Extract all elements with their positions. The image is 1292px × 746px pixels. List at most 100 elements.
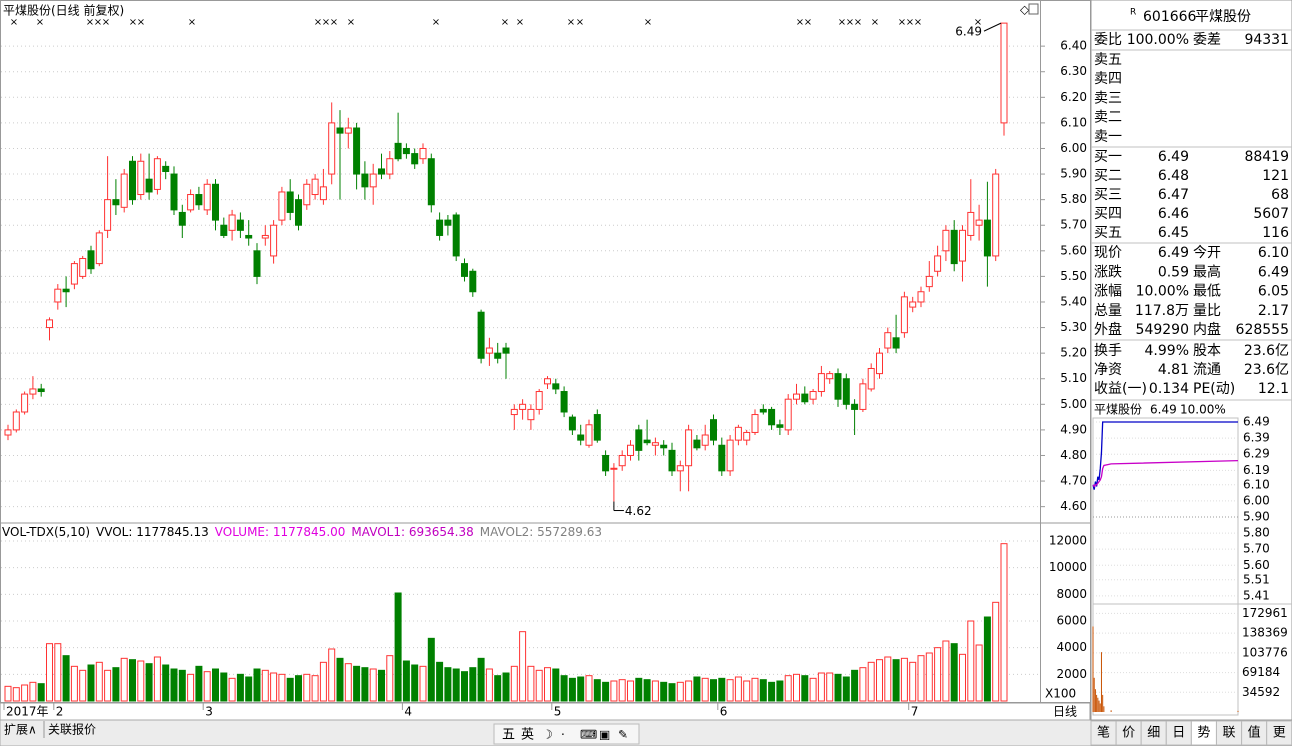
candle-body	[70, 263, 78, 285]
volume-bar	[12, 687, 20, 702]
candle-body	[245, 234, 253, 239]
y-tick-label: 5.90	[1243, 509, 1270, 523]
side-tab-label[interactable]: 更	[1273, 726, 1286, 741]
volume-bar	[129, 659, 136, 702]
candle-body	[1000, 22, 1008, 124]
side-tab-label[interactable]: 势	[1197, 725, 1210, 741]
volume-bar	[402, 660, 410, 702]
v-tick-label: 69184	[1242, 665, 1280, 679]
volume-bar	[485, 668, 493, 702]
side-tab[interactable]	[1115, 720, 1142, 746]
buy-volume: 88419	[1244, 149, 1289, 165]
candle-body	[95, 232, 103, 265]
candle-body	[917, 291, 925, 303]
side-tab-label[interactable]: 价	[1122, 726, 1135, 741]
volume-bar	[477, 657, 485, 702]
candle-body	[37, 388, 45, 393]
buy-price: 6.49	[1158, 149, 1189, 165]
y-tick-label: 5.90	[1060, 167, 1087, 181]
mini-change: 10.00%	[1180, 403, 1226, 417]
candle-body	[544, 378, 551, 385]
side-tab[interactable]	[1190, 720, 1217, 746]
signal-marker: ×	[516, 17, 524, 28]
toolbar-icon[interactable]: ·	[561, 728, 565, 742]
side-tab-label[interactable]: 笔	[1097, 725, 1110, 741]
side-tab-label[interactable]: 日	[1172, 726, 1185, 741]
toolbar-item[interactable]: 五	[502, 728, 515, 743]
candle-body	[212, 183, 219, 221]
candle-body	[560, 391, 568, 413]
side-tab-label[interactable]: 值	[1248, 725, 1261, 741]
y-tick-label: 6.20	[1060, 90, 1087, 104]
volume-bar	[759, 679, 767, 702]
y-tick-label: 5.51	[1243, 572, 1270, 586]
volume-bar	[793, 673, 800, 702]
volume-bar	[336, 657, 344, 702]
signal-marker: ×	[94, 17, 102, 28]
candle-body	[303, 183, 311, 206]
volume-bar	[319, 661, 327, 702]
volume-bar	[270, 672, 278, 702]
signal-marker: ×	[576, 17, 584, 28]
volume-bar	[809, 677, 817, 702]
signal-marker: ×	[347, 17, 355, 28]
period-label[interactable]: 日线	[1053, 705, 1077, 719]
signal-marker: ×	[854, 17, 862, 28]
signal-marker: ×	[188, 17, 196, 28]
candle-body	[162, 165, 170, 173]
signal-marker: ×	[322, 17, 330, 28]
toolbar-icon[interactable]: ⌨	[580, 728, 597, 742]
y-tick-label: 6.29	[1243, 447, 1270, 461]
volume-bar	[560, 675, 568, 702]
volume-bar	[959, 653, 966, 702]
candle-body	[759, 408, 767, 413]
label: 流通	[1193, 362, 1221, 378]
footer-tab[interactable]: 关联报价	[48, 722, 96, 737]
volume-bar	[859, 667, 867, 702]
candle-body	[153, 158, 161, 190]
side-tab-label[interactable]: 细	[1147, 726, 1160, 741]
high-arrow	[983, 22, 1002, 32]
toolbar-icon[interactable]: ☽	[542, 728, 553, 742]
signal-marker: ×	[102, 17, 110, 28]
volume-bar	[544, 667, 551, 702]
volume-bar	[4, 685, 12, 702]
candle-body	[12, 411, 20, 431]
toolbar-icon[interactable]: ▣	[599, 728, 610, 742]
volume-bar	[743, 680, 751, 702]
x-tick-label: 2017年	[6, 705, 49, 719]
candle-body	[29, 388, 37, 395]
footer-tab[interactable]: 扩展∧	[4, 723, 37, 737]
sell-label: 卖一	[1094, 129, 1122, 145]
side-tab[interactable]	[1241, 720, 1268, 746]
candle-body	[311, 178, 319, 196]
value: 0.134	[1149, 381, 1189, 397]
buy-price: 6.47	[1158, 187, 1189, 203]
volume-bar	[917, 655, 925, 702]
label: 量比	[1193, 303, 1221, 319]
icon[interactable]: ◇	[1020, 3, 1030, 17]
buy-volume: 116	[1262, 225, 1289, 241]
toolbar-icon[interactable]: ✎	[618, 728, 628, 742]
volume-bar	[436, 661, 444, 702]
volume-bar	[884, 656, 892, 702]
side-tab[interactable]	[1165, 720, 1192, 746]
volume-bar	[975, 644, 983, 702]
volume-bar	[203, 671, 211, 702]
volume-bar	[942, 640, 950, 702]
volume-bar	[386, 655, 394, 702]
side-tab[interactable]	[1090, 720, 1117, 746]
toolbar-item[interactable]: 英	[521, 728, 534, 743]
label: 内盘	[1193, 321, 1221, 338]
volume-bar	[693, 676, 701, 702]
v-tick-label: 34592	[1242, 685, 1280, 699]
icon[interactable]	[1028, 3, 1039, 15]
chart-title: 平煤股份(日线 前复权)	[3, 3, 124, 18]
label: 换手	[1094, 342, 1122, 359]
side-tab-label[interactable]: 联	[1222, 726, 1235, 741]
mini-title: 平煤股份	[1094, 403, 1142, 417]
unit-label: X100	[1045, 687, 1076, 701]
volume-bar	[1000, 543, 1008, 702]
v-tick-label: 138369	[1242, 626, 1288, 640]
